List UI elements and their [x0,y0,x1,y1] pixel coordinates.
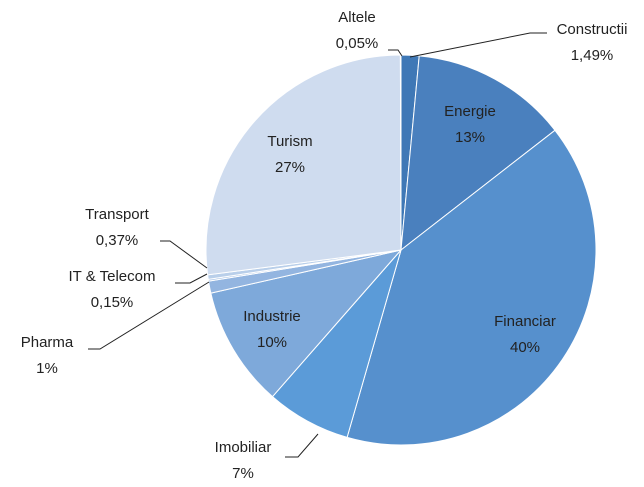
pie-slice [346,129,597,446]
slice-value-label: 13% [455,129,485,146]
slice-value-label: 0,05% [336,35,379,52]
slice-value-label: 0,15% [91,294,134,311]
slice-label: Imobiliar [215,439,272,456]
pie-slice [210,249,403,398]
leader-line [388,49,403,57]
slice-value-label: 40% [510,339,540,356]
slice-value-label: 1,49% [571,47,614,64]
slice-value-label: 27% [275,159,305,176]
pie-slice [400,55,556,252]
slice-value-label: 0,37% [96,232,139,249]
pie-slice [205,54,402,276]
slice-value-label: 10% [257,334,287,351]
pie-slice [399,54,402,251]
slice-label: Financiar [494,313,556,330]
leader-line [285,433,319,458]
slice-label: Turism [267,133,312,150]
leader-line [409,32,547,58]
slice-label: Energie [444,103,496,120]
slice-label: IT & Telecom [69,268,156,285]
slice-label: Industrie [243,308,301,325]
leader-line [175,273,208,284]
slice-label: Constructii [557,21,628,38]
slice-label: Transport [85,206,149,223]
slice-label: Altele [338,9,376,26]
slice-label: Pharma [21,334,74,351]
leader-line [160,240,208,269]
slice-value-label: 7% [232,465,254,482]
leader-line [88,281,210,350]
slice-value-label: 1% [36,360,58,377]
